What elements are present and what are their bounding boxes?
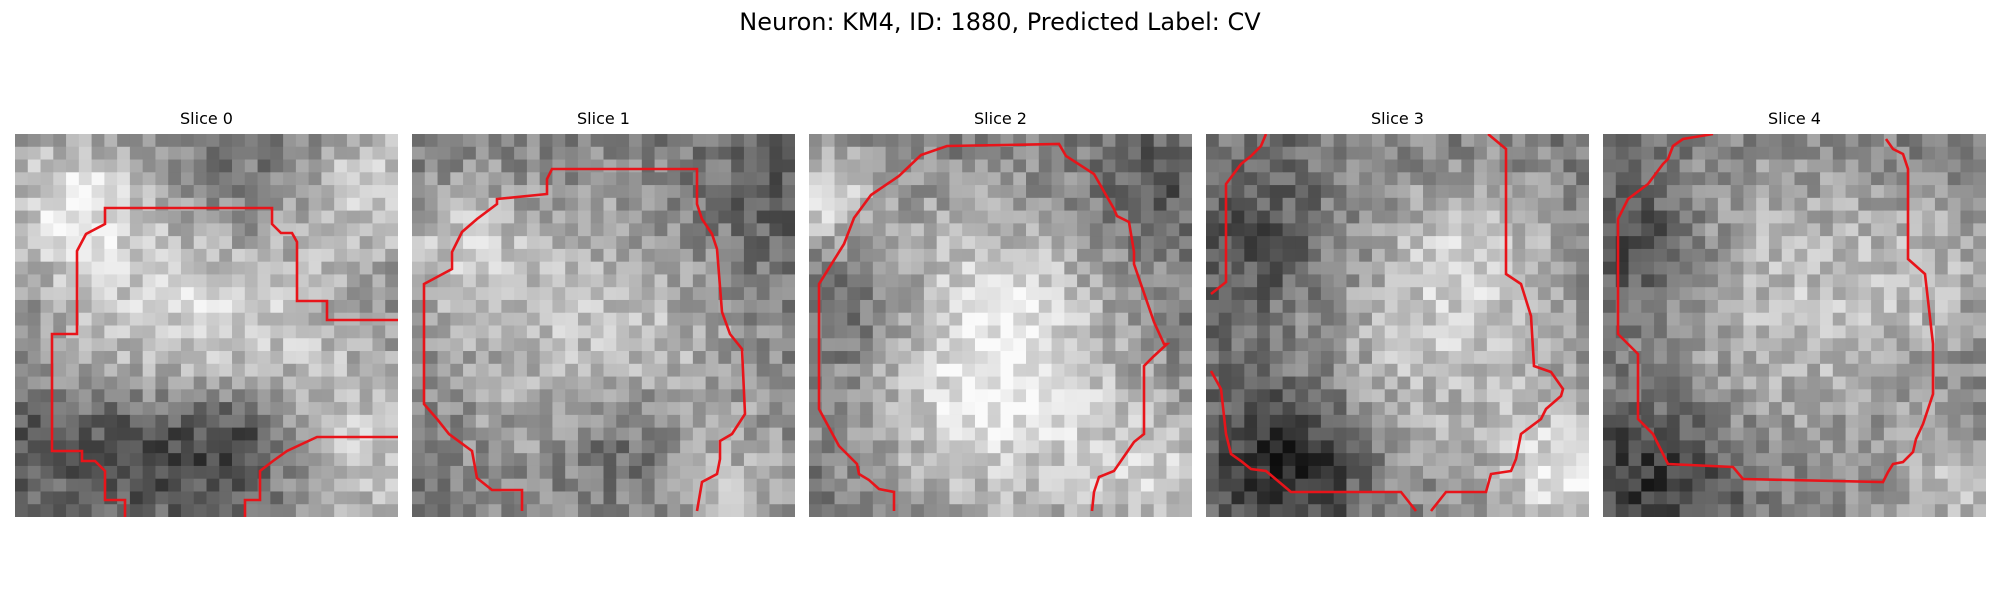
grayscale-pixel-grid (1206, 134, 1589, 517)
cell-contour-line (1209, 134, 1565, 512)
slice-title-3: Slice 3 (1371, 109, 1424, 128)
slice-image-1 (412, 134, 795, 517)
slice-title-1: Slice 1 (577, 109, 630, 128)
cell-contour-line (422, 167, 747, 512)
slice-title-2: Slice 2 (974, 109, 1027, 128)
slice-image-0 (15, 134, 398, 517)
slice-image-2 (809, 134, 1192, 517)
figure-suptitle: Neuron: KM4, ID: 1880, Predicted Label: … (739, 8, 1261, 36)
cell-contour-line (817, 142, 1171, 512)
cell-contour-line (50, 206, 398, 517)
slice-title-4: Slice 4 (1768, 109, 1821, 128)
grayscale-pixel-grid (412, 134, 795, 517)
grayscale-pixel-grid (809, 134, 1192, 517)
cell-contour-line (1616, 134, 1935, 484)
slice-image-3 (1206, 134, 1589, 517)
slice-title-0: Slice 0 (180, 109, 233, 128)
grayscale-pixel-grid (1603, 134, 1986, 517)
grayscale-pixel-grid (15, 134, 398, 517)
slice-image-4 (1603, 134, 1986, 517)
